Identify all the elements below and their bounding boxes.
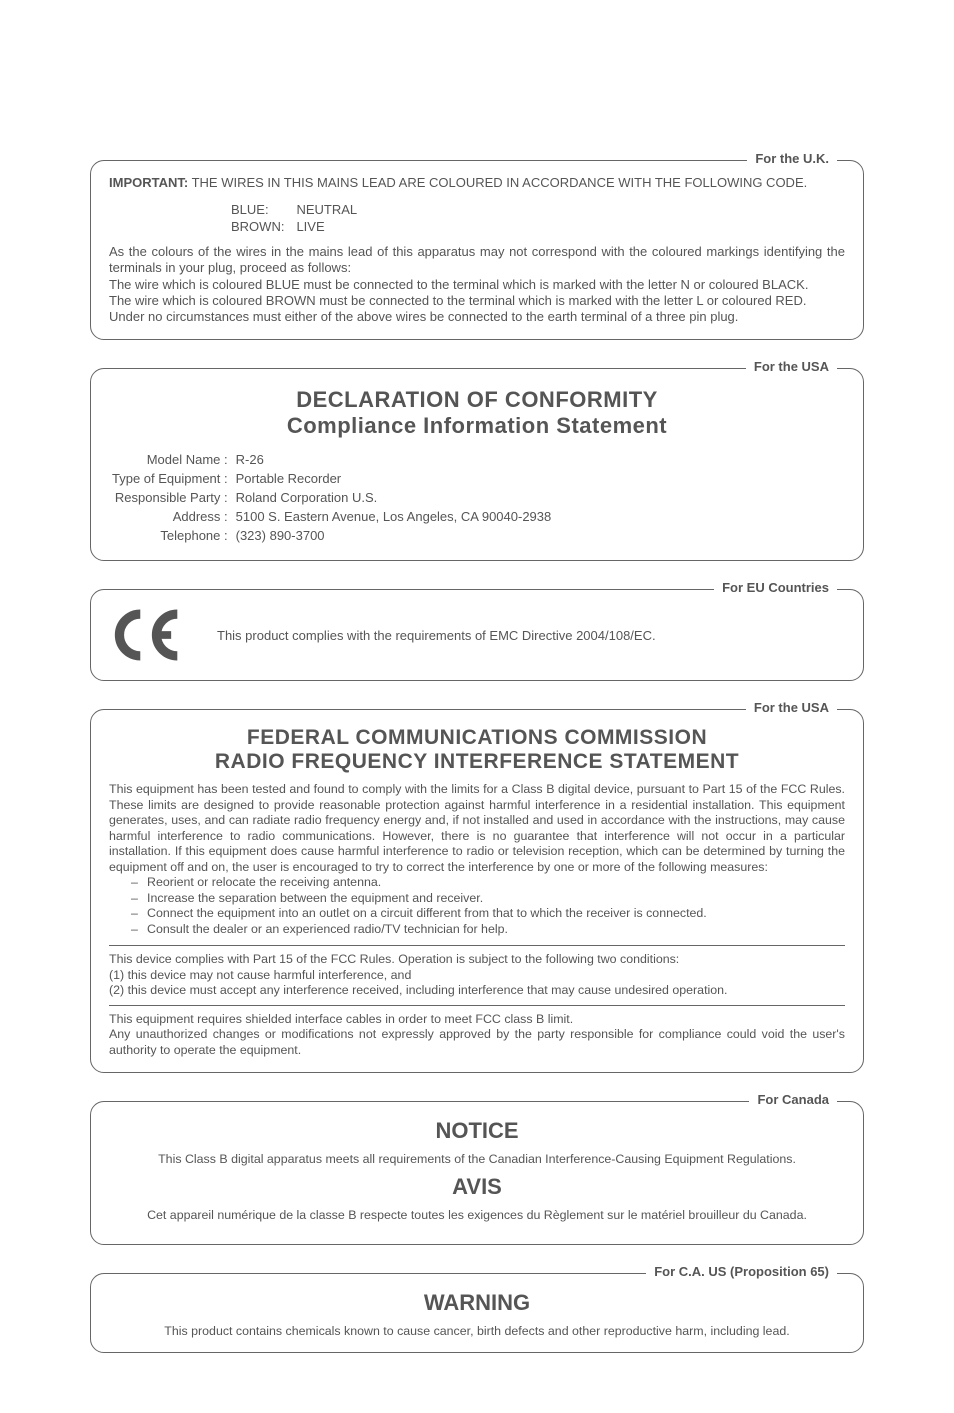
table-row: Telephone :(323) 890-3700 xyxy=(111,527,552,544)
region-label-uk: For the U.K. xyxy=(747,151,837,166)
table-row: Type of Equipment :Portable Recorder xyxy=(111,470,552,487)
table-row: Model Name :R-26 xyxy=(111,451,552,468)
region-label-fcc: For the USA xyxy=(746,700,837,715)
uk-body: As the colours of the wires in the mains… xyxy=(109,244,845,325)
field-value: 5100 S. Eastern Avenue, Los Angeles, CA … xyxy=(234,508,553,525)
eu-text: This product complies with the requireme… xyxy=(217,628,845,643)
field-label: Telephone : xyxy=(111,527,232,544)
panel-eu: For EU Countries This product complies w… xyxy=(90,589,864,681)
fcc-cond1: (1) this device may not cause harmful in… xyxy=(109,968,411,982)
panel-prop65: For C.A. US (Proposition 65) WARNING Thi… xyxy=(90,1273,864,1353)
fcc-cond2: (2) this device must accept any interfer… xyxy=(109,983,728,997)
field-value: Portable Recorder xyxy=(234,470,553,487)
panel-usa-declaration: For the USA DECLARATION OF CONFORMITY Co… xyxy=(90,368,864,561)
field-value: (323) 890-3700 xyxy=(234,527,553,544)
fcc-body1: This equipment has been tested and found… xyxy=(109,782,845,875)
fcc-conditions: This device complies with Part 15 of the… xyxy=(109,952,845,999)
uk-body-line: Under no circumstances must either of th… xyxy=(109,309,738,324)
table-row: BLUE: NEUTRAL xyxy=(231,202,367,217)
region-label-eu: For EU Countries xyxy=(714,580,837,595)
wire-colour: BLUE: xyxy=(231,202,294,217)
uk-body-line: The wire which is coloured BLUE must be … xyxy=(109,277,808,292)
field-label: Responsible Party : xyxy=(111,489,232,506)
fcc-title2: RADIO FREQUENCY INTERFERENCE STATEMENT xyxy=(109,750,845,774)
page: For the U.K. IMPORTANT: THE WIRES IN THI… xyxy=(0,0,954,1413)
list-item: Reorient or relocate the receiving anten… xyxy=(131,875,845,891)
table-row: Responsible Party :Roland Corporation U.… xyxy=(111,489,552,506)
divider xyxy=(109,945,845,946)
canada-notice-text: This Class B digital apparatus meets all… xyxy=(109,1152,845,1166)
list-item: Connect the equipment into an outlet on … xyxy=(131,906,845,922)
prop65-text: This product contains chemicals known to… xyxy=(109,1324,845,1338)
region-label-usa-decl: For the USA xyxy=(746,359,837,374)
field-label: Model Name : xyxy=(111,451,232,468)
usa-decl-fields: Model Name :R-26 Type of Equipment :Port… xyxy=(109,449,554,546)
list-item: Consult the dealer or an experienced rad… xyxy=(131,922,845,938)
wire-meaning: LIVE xyxy=(296,219,367,234)
field-value: R-26 xyxy=(234,451,553,468)
fcc-bullets: Reorient or relocate the receiving anten… xyxy=(131,875,845,937)
fcc-tail: This equipment requires shielded interfa… xyxy=(109,1012,845,1059)
canada-avis-heading: AVIS xyxy=(109,1174,845,1200)
wire-colour: BROWN: xyxy=(231,219,294,234)
table-row: Address :5100 S. Eastern Avenue, Los Ang… xyxy=(111,508,552,525)
field-label: Type of Equipment : xyxy=(111,470,232,487)
fcc-cond-lead: This device complies with Part 15 of the… xyxy=(109,952,679,966)
uk-important-word: IMPORTANT: xyxy=(109,175,188,190)
prop65-heading: WARNING xyxy=(109,1290,845,1316)
region-label-prop65: For C.A. US (Proposition 65) xyxy=(646,1264,837,1279)
divider xyxy=(109,1005,845,1006)
fcc-tail1: This equipment requires shielded interfa… xyxy=(109,1012,573,1026)
uk-body-line: The wire which is coloured BROWN must be… xyxy=(109,293,806,308)
field-label: Address : xyxy=(111,508,232,525)
usa-decl-title2: Compliance Information Statement xyxy=(109,413,845,439)
eu-row: This product complies with the requireme… xyxy=(109,604,845,666)
field-value: Roland Corporation U.S. xyxy=(234,489,553,506)
fcc-tail2: Any unauthorized changes or modification… xyxy=(109,1027,845,1057)
canada-notice-heading: NOTICE xyxy=(109,1118,845,1144)
uk-important-line: IMPORTANT: THE WIRES IN THIS MAINS LEAD … xyxy=(109,175,845,190)
wire-meaning: NEUTRAL xyxy=(296,202,367,217)
region-label-canada: For Canada xyxy=(749,1092,837,1107)
panel-fcc: For the USA FEDERAL COMMUNICATIONS COMMI… xyxy=(90,709,864,1073)
usa-decl-title1: DECLARATION OF CONFORMITY xyxy=(109,387,845,413)
canada-avis-text: Cet appareil numérique de la classe B re… xyxy=(109,1208,845,1222)
list-item: Increase the separation between the equi… xyxy=(131,891,845,907)
panel-canada: For Canada NOTICE This Class B digital a… xyxy=(90,1101,864,1245)
panel-uk: For the U.K. IMPORTANT: THE WIRES IN THI… xyxy=(90,160,864,340)
uk-wire-table: BLUE: NEUTRAL BROWN: LIVE xyxy=(229,200,369,236)
uk-important-rest: THE WIRES IN THIS MAINS LEAD ARE COLOURE… xyxy=(188,175,807,190)
fcc-title1: FEDERAL COMMUNICATIONS COMMISSION xyxy=(109,726,845,750)
ce-mark-icon xyxy=(109,608,187,662)
uk-body-line: As the colours of the wires in the mains… xyxy=(109,244,845,275)
table-row: BROWN: LIVE xyxy=(231,219,367,234)
